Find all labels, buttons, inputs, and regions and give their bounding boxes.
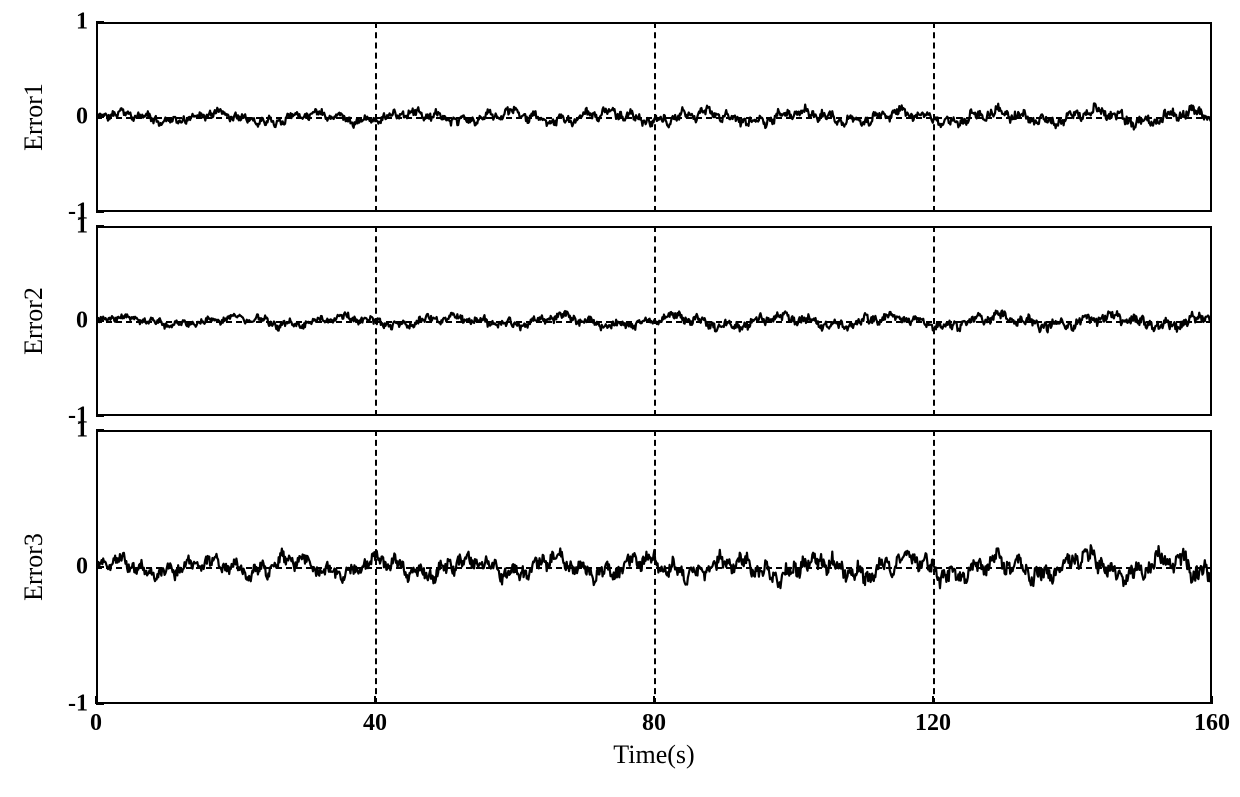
xtick-label: 0 [90, 710, 102, 737]
subplot-1 [96, 22, 1212, 212]
ytick-label: 0 [76, 308, 96, 335]
xlabel: Time(s) [613, 740, 694, 770]
ytick-label: 1 [76, 213, 96, 240]
xtick-label: 40 [363, 710, 387, 737]
subplot-2 [96, 226, 1212, 416]
ytick-mark [96, 211, 104, 213]
ytick-mark [96, 703, 104, 705]
ytick-mark [96, 566, 104, 568]
signal-line [96, 226, 1212, 416]
xtick-mark [1211, 696, 1213, 704]
ylabel: Error3 [19, 533, 49, 601]
xtick-mark [653, 696, 655, 704]
figure: -101Error1-101Error2-101Error30408012016… [0, 0, 1240, 797]
ytick-mark [96, 21, 104, 23]
xtick-label: 160 [1194, 710, 1230, 737]
ytick-mark [96, 415, 104, 417]
ytick-label: 0 [76, 104, 96, 131]
ytick-mark [96, 225, 104, 227]
ylabel: Error2 [19, 287, 49, 355]
xtick-label: 80 [642, 710, 666, 737]
xtick-mark [374, 696, 376, 704]
ylabel: Error1 [19, 83, 49, 151]
xtick-label: 120 [915, 710, 951, 737]
signal-line [96, 430, 1212, 704]
xtick-mark [932, 696, 934, 704]
ytick-label: 1 [76, 9, 96, 36]
ytick-label: 0 [76, 554, 96, 581]
signal-line [96, 22, 1212, 212]
subplot-3 [96, 430, 1212, 704]
ytick-mark [96, 320, 104, 322]
ytick-mark [96, 116, 104, 118]
xtick-mark [95, 696, 97, 704]
ytick-mark [96, 429, 104, 431]
ytick-label: 1 [76, 417, 96, 444]
